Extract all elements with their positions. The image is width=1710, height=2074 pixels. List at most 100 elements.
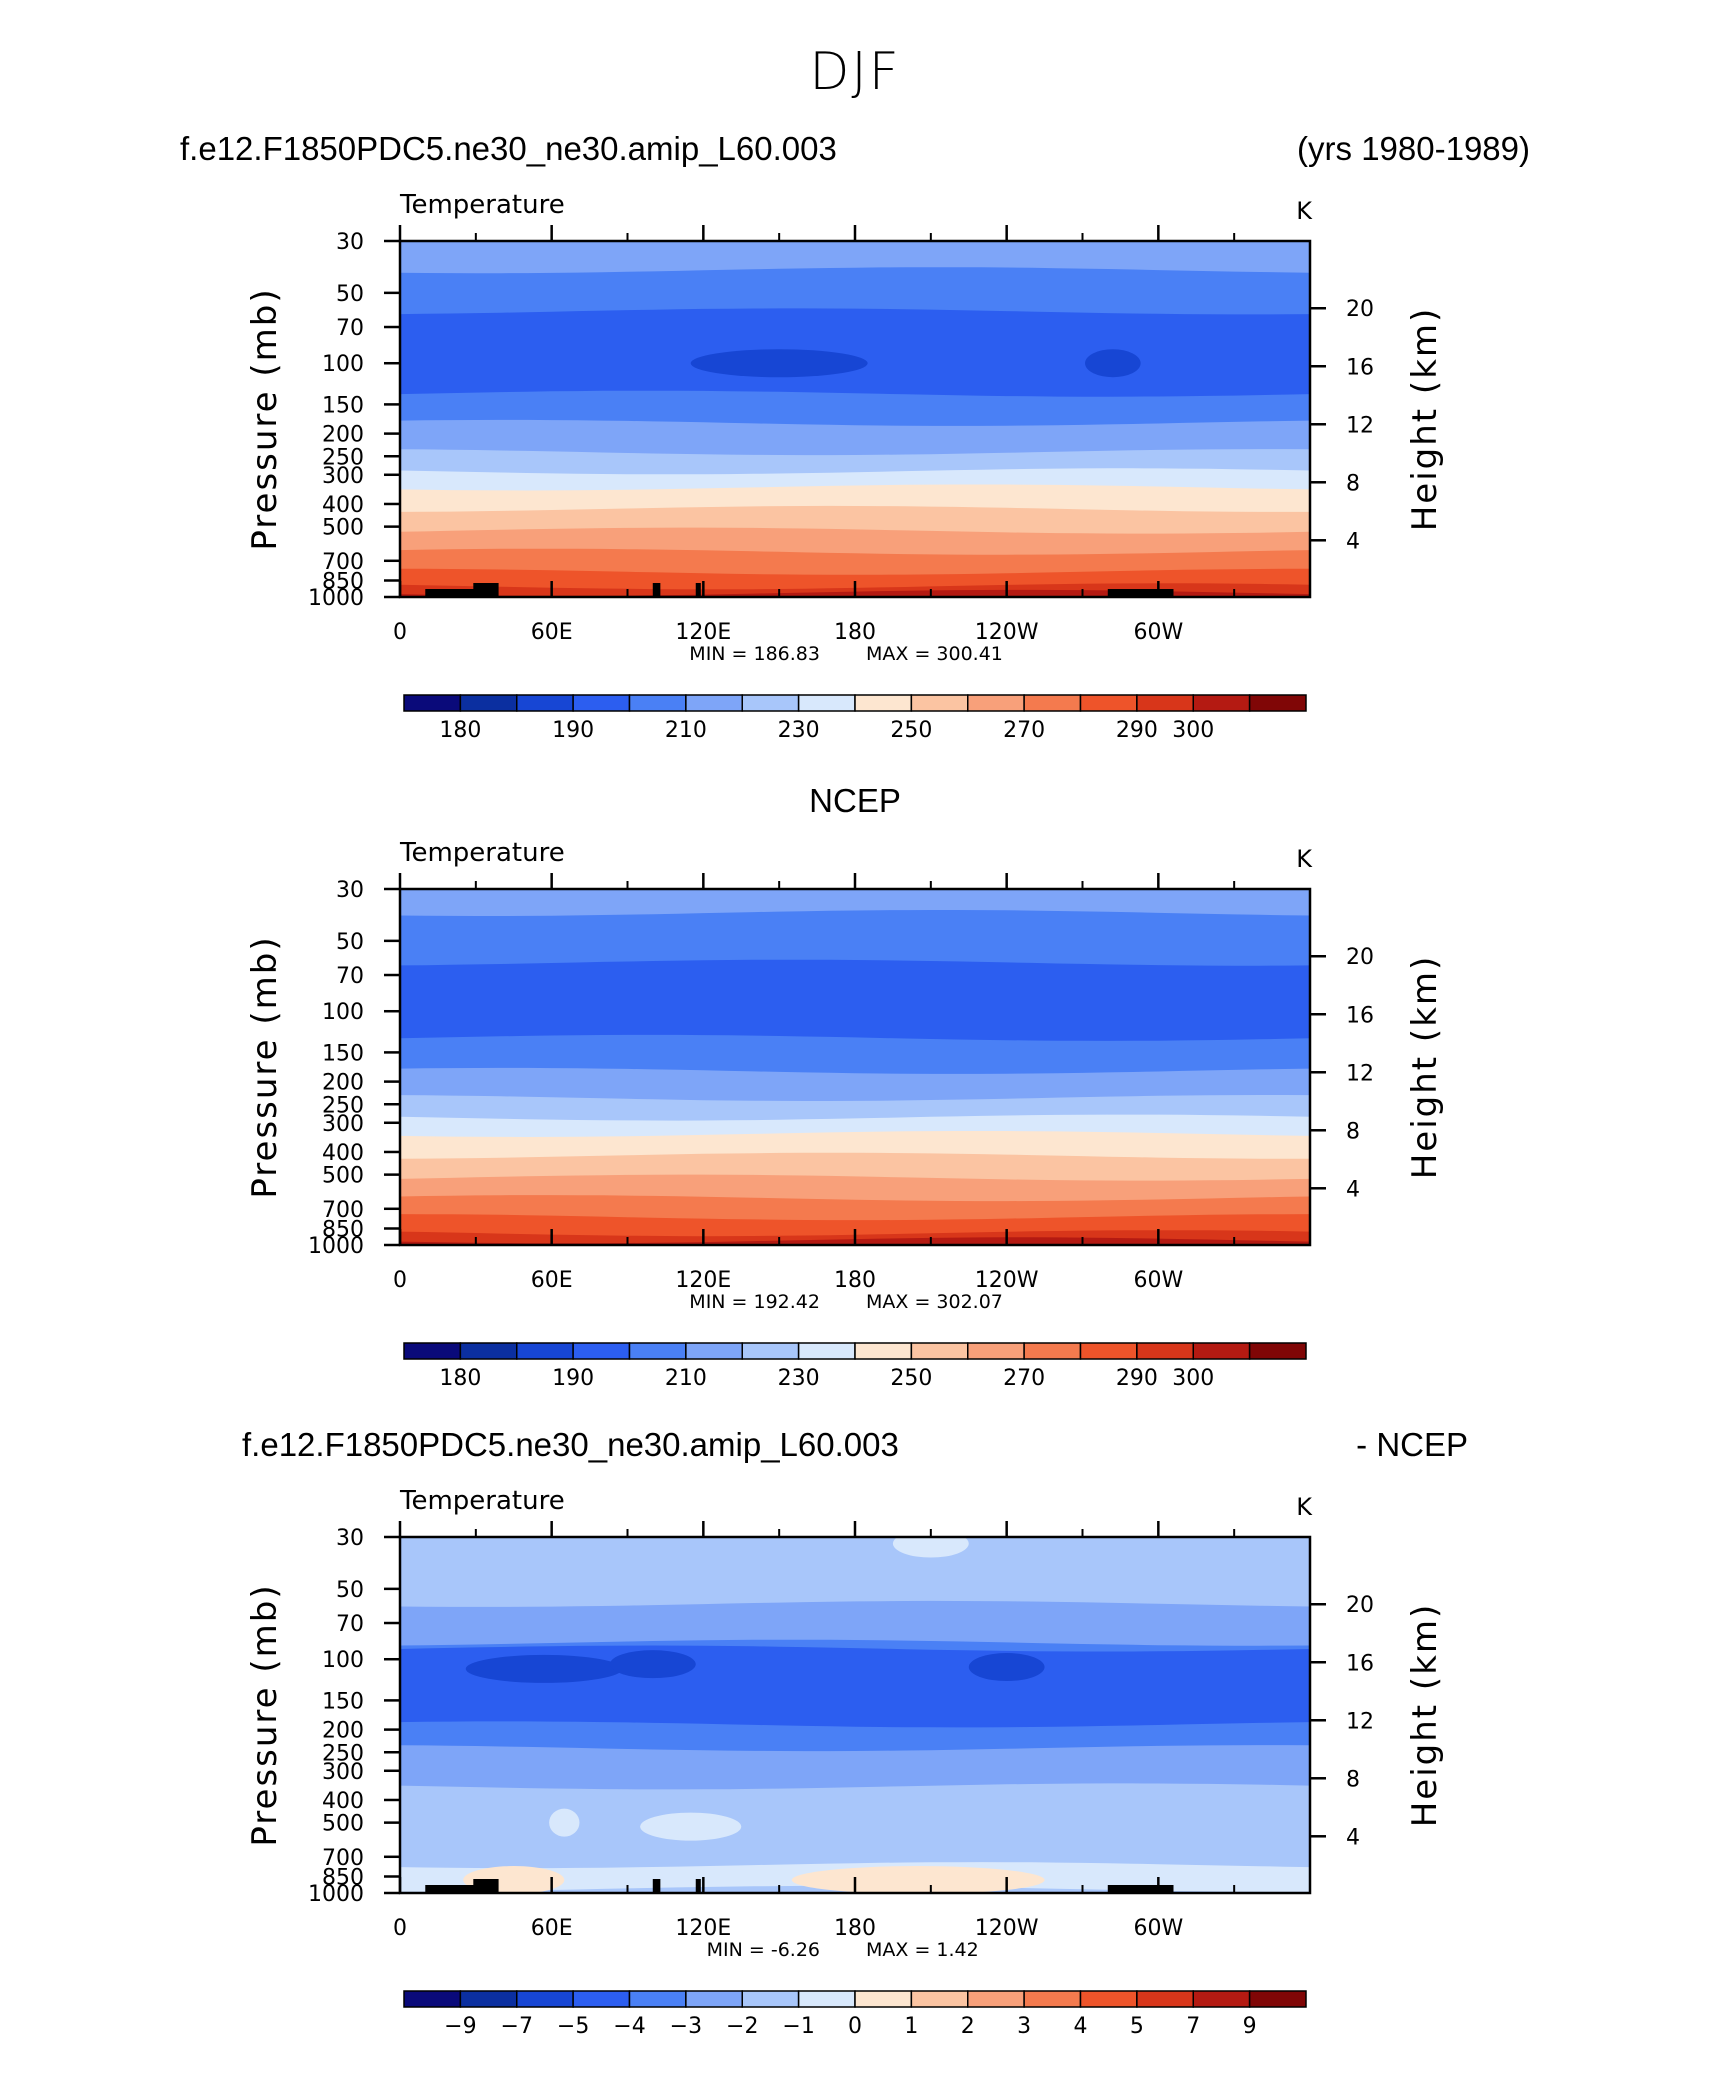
colorbar-box [516, 694, 574, 712]
contour-band [400, 548, 1310, 576]
units-label: K [1296, 845, 1313, 873]
topography-mask [425, 1885, 476, 1893]
topography-mask [473, 583, 499, 597]
colorbar-box [1248, 1990, 1307, 2008]
colorbar-label: 5 [1130, 2014, 1144, 2039]
panel1-left-title: f.e12.F1850PDC5.ne30_ne30.amip_L60.003 [180, 130, 837, 167]
contour-feature [892, 1537, 969, 1558]
x-tick-label: 60W [1133, 1268, 1183, 1293]
panel-3: 0 60E 120E 180 120W 60W3050701001502002503004… [245, 1486, 1445, 2039]
colorbar-label: 250 [890, 1366, 932, 1391]
panel3-right-title: - NCEP [1356, 1426, 1468, 1463]
panel-title: Temperature [399, 190, 565, 220]
y2-tick-label: 16 [1346, 1003, 1374, 1028]
y-tick-label: 100 [322, 1648, 364, 1673]
colorbar-box [1023, 1342, 1082, 1360]
x-tick-label: 120W [975, 620, 1039, 645]
contour-band [400, 1174, 1310, 1203]
colorbar: 180 190 210 230 250 270 290 300 [403, 1342, 1307, 1391]
y-tick-label: 700 [322, 550, 364, 575]
contour-feature [549, 1808, 580, 1837]
colorbar-label: −4 [613, 2014, 645, 2039]
contour-band [400, 390, 1310, 427]
y-tick-label: 400 [322, 1789, 364, 1814]
x-tick-label: 180 [834, 1268, 876, 1293]
y2-tick-label: 20 [1346, 1593, 1374, 1618]
y2-tick-label: 8 [1346, 1119, 1360, 1144]
y2-tick-label: 4 [1346, 1825, 1360, 1850]
colorbar-box [1136, 1990, 1194, 2008]
y-tick-label: 300 [322, 1112, 364, 1137]
colorbar-label: 270 [1003, 1366, 1045, 1391]
contour-band [400, 1600, 1310, 1647]
y-tick-label: 70 [336, 1612, 364, 1637]
colorbar-box [797, 694, 856, 712]
colorbar-box [572, 1990, 631, 2008]
colorbar-box [459, 1990, 518, 2008]
y-tick-label: 250 [322, 445, 364, 470]
colorbar-label: 230 [778, 718, 820, 743]
contour-band [400, 1745, 1310, 1791]
y-tick-label: 70 [336, 316, 364, 341]
colorbar-box [741, 1342, 800, 1360]
y2-tick-label: 16 [1346, 355, 1374, 380]
colorbar: 180 190 210 230 250 270 290 300 [403, 694, 1307, 743]
colorbar-box [685, 694, 743, 712]
contour-feature [465, 1654, 623, 1683]
y-tick-label: 50 [336, 930, 364, 955]
colorbar: −9 −7 −5 −4 −3 −2 −1 0 1 2 3 4 5 7 9 [403, 1990, 1307, 2039]
y2-tick-label: 16 [1346, 1651, 1374, 1676]
contour-feature [640, 1812, 742, 1841]
colorbar-label: −5 [557, 2014, 589, 2039]
colorbar-box [967, 1990, 1025, 2008]
colorbar-box [1079, 1990, 1138, 2008]
y2-tick-label: 12 [1346, 413, 1374, 438]
contour-band [400, 959, 1310, 1042]
colorbar-box [459, 1342, 518, 1360]
min-label: MIN = 186.83 [689, 643, 820, 665]
panel-2: 0 60E 120E 180 120W 60W3050701001502002503004… [245, 838, 1445, 1391]
contour-feature [690, 349, 868, 378]
x-tick-label: 180 [834, 1916, 876, 1941]
panel1-right-title: (yrs 1980-1989) [1297, 130, 1530, 167]
y2-tick-label: 20 [1346, 945, 1374, 970]
y-tick-label: 850 [322, 570, 364, 595]
topography-mask [695, 583, 701, 597]
colorbar-box [516, 1990, 574, 2008]
colorbar-label: 180 [439, 718, 481, 743]
contour-field [400, 241, 1310, 597]
topography-mask [695, 1879, 701, 1893]
colorbar-label: 1 [904, 2014, 918, 2039]
colorbar-box [685, 1990, 743, 2008]
colorbar-label: 290 [1116, 1366, 1158, 1391]
contour-band [400, 1034, 1310, 1075]
colorbar-box [516, 1342, 574, 1360]
x-tick-label: 60W [1133, 1916, 1183, 1941]
colorbar-box [685, 1342, 743, 1360]
colorbar-box [854, 694, 913, 712]
y2-axis-title: Height (km) [1405, 955, 1445, 1180]
colorbar-label: 0 [848, 2014, 862, 2039]
contour-band [400, 1783, 1310, 1870]
colorbar-label: 210 [665, 1366, 707, 1391]
colorbar-box [1192, 1342, 1251, 1360]
y-axis-title: Pressure (mb) [245, 1583, 285, 1846]
x-tick-label: 0 [393, 1916, 407, 1941]
y-tick-label: 200 [322, 1719, 364, 1744]
contour-band [400, 910, 1310, 967]
colorbar-label: 230 [778, 1366, 820, 1391]
colorbar-label: 270 [1003, 718, 1045, 743]
y-tick-label: 50 [336, 282, 364, 307]
figure-title: DJF [809, 42, 901, 102]
contour-band [400, 527, 1310, 556]
y-tick-label: 30 [336, 230, 364, 255]
colorbar-label: 300 [1172, 718, 1214, 743]
y-tick-label: 150 [322, 393, 364, 418]
y-tick-label: 500 [322, 1812, 364, 1837]
y2-tick-label: 8 [1346, 1767, 1360, 1792]
contour-band [400, 1537, 1310, 1608]
y-tick-label: 400 [322, 1141, 364, 1166]
x-tick-label: 120W [975, 1916, 1039, 1941]
colorbar-label: −2 [726, 2014, 758, 2039]
